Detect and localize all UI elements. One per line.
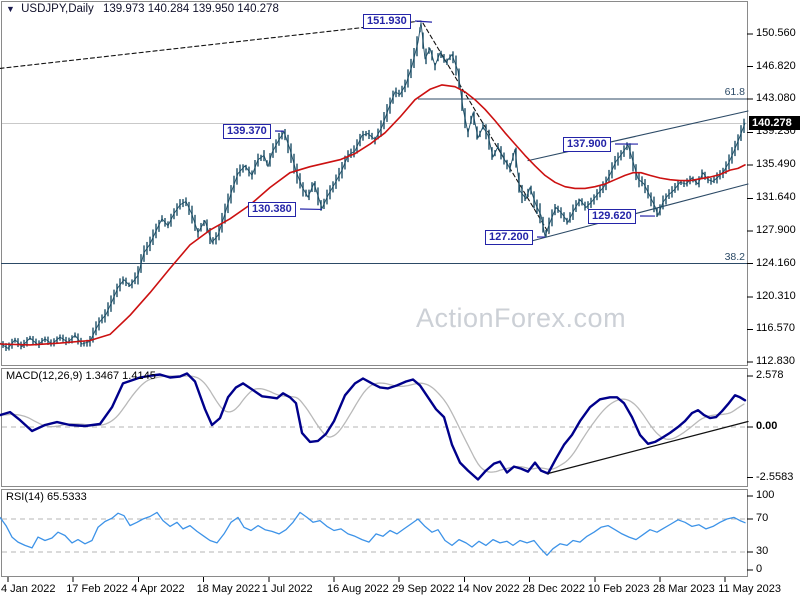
fib-level-label-61.8: 61.8 [724,86,745,99]
close-path [0,21,746,349]
macd-axis-label: -2.5583 [756,470,794,483]
trendline-rising-resistance-dashed [0,20,422,69]
macd-signal-line [0,375,745,473]
y-axis-label: 124.160 [756,256,796,269]
rsi-label: RSI(14) 65.5333 [6,491,87,503]
x-axis-label: 1 Jul 2022 [261,583,313,595]
macd-axis-label: 2.578 [756,368,784,381]
rsi-panel [1,489,748,577]
price-annotation-137.900: 137.900 [563,137,611,152]
price-annotation-139.370: 139.370 [223,124,271,139]
rsi-axis-label: 30 [756,545,769,557]
symbol-label: USDJPY,Daily [21,3,94,15]
macd-axis-label: 0.00 [756,420,778,432]
rsi-axis-label: 70 [756,512,769,524]
price-annotation-127.200: 127.200 [485,230,533,245]
price-annotation-129.620: 129.620 [588,209,636,224]
y-axis-label: 116.570 [756,322,795,335]
symbol-dropdown-icon[interactable]: ▼ [6,4,15,14]
rsi-axis-label: 0 [756,563,763,575]
x-axis-label: 16 Aug 2022 [327,583,389,595]
moving-average-line [0,84,746,346]
x-axis-label: 28 Mar 2023 [653,583,715,595]
y-axis-label: 135.490 [756,158,796,170]
x-axis-label: 11 May 2023 [718,583,781,595]
y-axis-label: 120.310 [756,289,796,302]
x-axis-label: 14 Nov 2022 [457,583,520,595]
x-axis-label: 4 Jan 2022 [1,583,56,595]
x-axis-label: 4 Apr 2022 [131,583,185,595]
price-panel [1,1,748,366]
ohlc-values: 139.973 140.284 139.950 140.278 [102,3,279,15]
y-axis-label: 146.820 [756,59,796,72]
chart-title: ▼ USDJPY,Daily 139.973 140.284 139.950 1… [6,3,279,15]
macd-trendline [547,420,749,475]
x-axis-label: 10 Feb 2023 [587,583,650,595]
x-axis-label: 29 Sep 2022 [392,583,455,595]
watermark: ActionForex.com [416,303,627,333]
y-axis-label: 143.080 [756,92,796,105]
y-axis-label: 112.830 [756,355,795,367]
current-price-tag: 140.278 [749,116,800,131]
macd-line [0,372,747,481]
y-axis-label: 131.640 [756,191,796,204]
annotation-connector [414,20,433,23]
fib-level-label-38.2: 38.2 [724,250,745,263]
rsi-axis-label: 100 [756,489,775,501]
x-axis-label: 18 May 2022 [196,583,261,595]
x-axis-label: 28 Dec 2022 [522,583,585,595]
rsi-line [0,511,746,556]
trendline-channel-lower [532,183,749,242]
y-axis-label: 127.900 [756,223,796,236]
price-annotation-130.380: 130.380 [248,202,296,217]
macd-label: MACD(12,26,9) 1.3467 1.4145 [6,370,156,382]
y-axis-label: 150.560 [756,27,796,39]
x-axis-label: 17 Feb 2022 [66,583,128,595]
price-annotation-151.930: 151.930 [363,14,411,29]
trendline-channel-upper [527,110,749,162]
